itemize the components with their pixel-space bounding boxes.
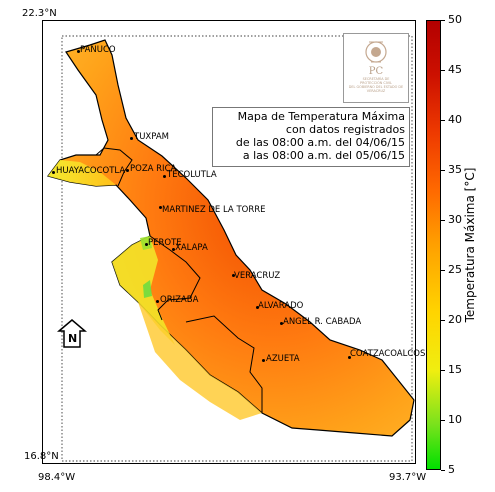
city-label: HUAYACOCOTLA	[56, 166, 126, 176]
city-marker	[156, 300, 159, 303]
city-marker	[163, 175, 166, 178]
city-marker	[52, 171, 55, 174]
city-label: MARTINEZ DE LA TORRE	[162, 205, 266, 215]
city-label: ORIZABA	[160, 295, 199, 305]
colorbar-tick	[441, 120, 445, 121]
colorbar-tick	[441, 20, 445, 21]
title-line: con datos registrados	[285, 123, 405, 136]
colorbar-tick	[441, 70, 445, 71]
north-arrow-icon	[57, 319, 87, 348]
region-boundary	[149, 235, 201, 321]
city-label: TECOLUTLA	[167, 170, 217, 180]
city-marker	[145, 243, 148, 246]
lat-top-label: 22.3°N	[22, 8, 57, 19]
protection-civil-logo: PC SECRETARÍA DE PROTECCIÓN CIVIL DEL GO…	[343, 33, 409, 103]
city-marker	[77, 50, 80, 53]
city-label: PANUCO	[80, 45, 116, 55]
colorbar-tick-label: 10	[448, 413, 462, 426]
lon-left-label: 98.4°W	[38, 472, 76, 483]
city-label: TUXPAM	[134, 132, 169, 142]
city-label: PEROTE	[148, 238, 182, 248]
city-marker	[159, 206, 162, 209]
city-label: COATZACOALCOS	[350, 349, 426, 359]
title-line: Mapa de Temperatura Máxima	[237, 110, 405, 123]
city-marker	[126, 169, 129, 172]
city-marker	[348, 356, 351, 359]
logo-text: PC	[368, 66, 384, 77]
logo-line: DEL GOBIERNO DEL ESTADO DE VERACRUZ	[348, 85, 404, 93]
lon-right-label: 93.7°W	[389, 472, 427, 483]
lat-bottom-label: 16.8°N	[24, 451, 59, 462]
logo-line: SECRETARÍA DE	[362, 77, 390, 81]
city-marker	[130, 137, 133, 140]
city-marker	[280, 322, 283, 325]
region-boundary	[185, 315, 263, 413]
colorbar-tick-label: 40	[448, 113, 462, 126]
colorbar-title: Temperatura Máxima [°C]	[463, 167, 477, 323]
city-label: VERACRUZ	[234, 271, 281, 281]
mountain-zone-north	[48, 160, 116, 186]
region-boundary	[95, 147, 133, 187]
temperature-colorbar	[426, 20, 441, 470]
map-title: Mapa de Temperatura Máxima con datos reg…	[212, 107, 410, 167]
inner-dotted-frame	[61, 35, 413, 462]
city-marker	[232, 274, 235, 277]
colorbar-tick	[441, 320, 445, 321]
city-marker	[256, 306, 259, 309]
cool-spot-orizaba	[143, 280, 152, 298]
city-label: AZUETA	[266, 354, 300, 364]
title-line: de las 08:00 a.m. del 04/06/15	[235, 136, 405, 149]
colorbar-tick-label: 5	[448, 463, 455, 476]
north-label: N	[68, 332, 78, 345]
colorbar-tick-label: 35	[448, 163, 462, 176]
colorbar-tick	[441, 270, 445, 271]
colorbar-tick	[441, 370, 445, 371]
colorbar-tick-label: 45	[448, 63, 462, 76]
colorbar-tick-label: 15	[448, 363, 462, 376]
colorbar-tick-label: 20	[448, 313, 462, 326]
logo-line: PROTECCIÓN CIVIL	[360, 81, 392, 85]
colorbar-tick-label: 25	[448, 263, 462, 276]
city-label: POZA RICA	[130, 164, 177, 174]
coat-of-arms-icon	[365, 41, 387, 63]
colorbar-tick-label: 30	[448, 213, 462, 226]
city-marker	[262, 359, 265, 362]
colorbar-tick	[441, 220, 445, 221]
colorbar-tick	[441, 470, 445, 471]
colorbar-tick-label: 50	[448, 13, 462, 26]
title-line: a las 08:00 a.m. del 05/06/15	[242, 149, 405, 162]
city-marker	[172, 248, 175, 251]
colorbar-tick	[441, 170, 445, 171]
city-label: ALVARADO	[258, 301, 304, 311]
city-label: ANGEL R. CABADA	[283, 317, 362, 327]
colorbar-tick	[441, 420, 445, 421]
city-label: XALAPA	[175, 243, 208, 253]
mountain-zone-south	[138, 302, 262, 420]
